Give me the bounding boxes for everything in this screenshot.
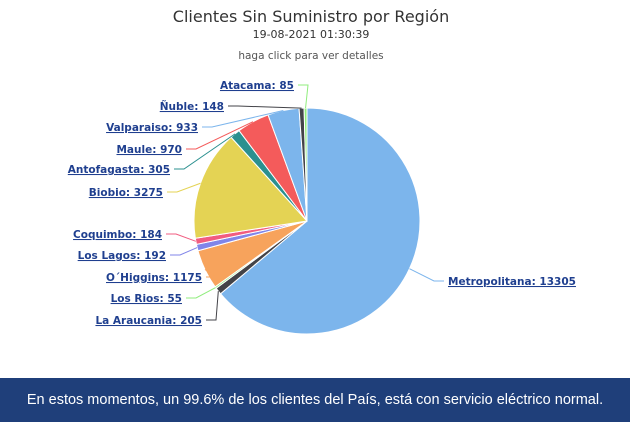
chart-canvas: Clientes Sin Suministro por Región 19-08… [68, 7, 576, 335]
pie-chart: Clientes Sin Suministro por Región 19-08… [68, 7, 576, 335]
connector-line [206, 291, 219, 321]
pie-slice-atacama[interactable] [303, 107, 308, 222]
connector-line [202, 110, 284, 128]
data-label[interactable]: Ñuble: 148 [160, 100, 224, 113]
pie-slices [193, 107, 421, 335]
data-label[interactable]: Antofagasta: 305 [68, 164, 170, 176]
data-label[interactable]: O´Higgins: 1175 [106, 272, 202, 284]
data-label[interactable]: Valparaiso: 933 [106, 122, 198, 134]
data-label[interactable]: Atacama: 85 [220, 80, 294, 92]
data-label[interactable]: Coquimbo: 184 [73, 229, 162, 241]
status-banner: En estos momentos, un 99.6% de los clien… [0, 378, 630, 422]
chart-title: Clientes Sin Suministro por Región [173, 7, 449, 26]
label-connectors [166, 84, 444, 321]
chart-hint: haga click para ver detalles [238, 50, 383, 62]
data-label[interactable]: La Araucania: 205 [95, 315, 202, 327]
pie-slice-biobio[interactable] [193, 136, 308, 239]
data-label[interactable]: Los Lagos: 192 [78, 250, 166, 262]
data-label[interactable]: Metropolitana: 13305 [448, 276, 576, 288]
pie-slice-metropolitana[interactable] [219, 107, 421, 335]
chart-subtitle: 19-08-2021 01:30:39 [253, 28, 370, 41]
data-label[interactable]: Maule: 970 [116, 144, 182, 156]
connector-line [186, 287, 216, 299]
connector-line [298, 84, 309, 109]
data-labels: Metropolitana: 13305 La Araucania: 205 Los… [68, 80, 576, 327]
connector-line [409, 268, 444, 282]
status-banner-text: En estos momentos, un 99.6% de los clien… [26, 392, 604, 408]
connector-line [166, 233, 197, 242]
connector-line [170, 247, 198, 256]
connector-line [204, 269, 218, 278]
connector-line [228, 105, 302, 109]
data-label[interactable]: Biobio: 3275 [89, 187, 163, 199]
connector-line [186, 121, 254, 150]
connector-line [167, 182, 201, 193]
data-label[interactable]: Los Rios: 55 [111, 293, 182, 305]
connector-line [174, 133, 236, 170]
